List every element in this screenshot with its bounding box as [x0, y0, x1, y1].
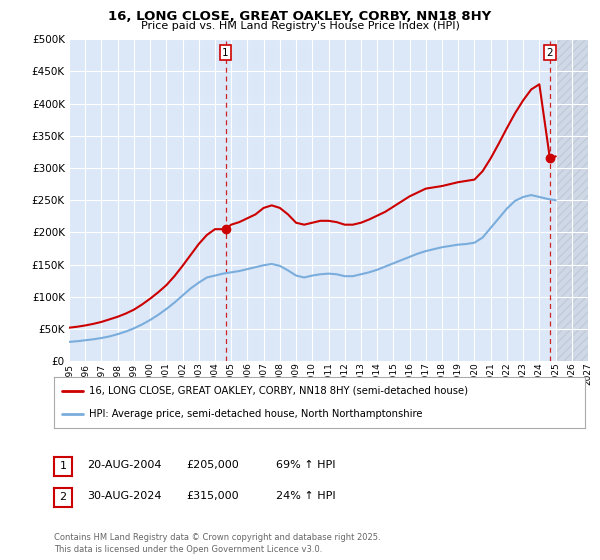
Text: £315,000: £315,000: [186, 491, 239, 501]
Text: £205,000: £205,000: [186, 460, 239, 470]
Text: Contains HM Land Registry data © Crown copyright and database right 2025.
This d: Contains HM Land Registry data © Crown c…: [54, 533, 380, 554]
Text: 16, LONG CLOSE, GREAT OAKLEY, CORBY, NN18 8HY (semi-detached house): 16, LONG CLOSE, GREAT OAKLEY, CORBY, NN1…: [89, 386, 467, 396]
Text: 69% ↑ HPI: 69% ↑ HPI: [276, 460, 335, 470]
Text: HPI: Average price, semi-detached house, North Northamptonshire: HPI: Average price, semi-detached house,…: [89, 409, 422, 419]
Text: 16, LONG CLOSE, GREAT OAKLEY, CORBY, NN18 8HY: 16, LONG CLOSE, GREAT OAKLEY, CORBY, NN1…: [109, 10, 491, 22]
Text: 1: 1: [222, 48, 229, 58]
Text: 30-AUG-2024: 30-AUG-2024: [87, 491, 161, 501]
Text: 20-AUG-2004: 20-AUG-2004: [87, 460, 161, 470]
Text: 24% ↑ HPI: 24% ↑ HPI: [276, 491, 335, 501]
Text: 2: 2: [59, 492, 67, 502]
Bar: [556, 39, 588, 361]
Text: 1: 1: [59, 461, 67, 472]
Text: Price paid vs. HM Land Registry's House Price Index (HPI): Price paid vs. HM Land Registry's House …: [140, 21, 460, 31]
Text: 2: 2: [547, 48, 553, 58]
